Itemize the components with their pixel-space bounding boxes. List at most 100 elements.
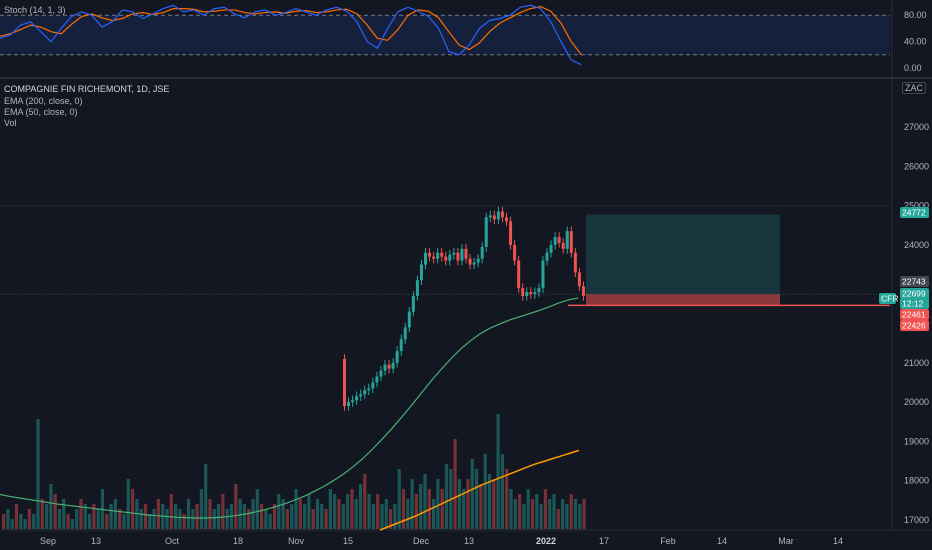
volume-bar xyxy=(561,499,565,529)
volume-bar xyxy=(204,464,208,529)
volume-bar xyxy=(36,419,40,529)
time-tick-label: Oct xyxy=(165,536,180,546)
volume-bar xyxy=(419,484,423,529)
volume-bar xyxy=(371,504,375,529)
volume-bar xyxy=(432,499,436,529)
candle-body xyxy=(480,246,484,259)
candle-body xyxy=(371,382,375,389)
volume-legend[interactable]: Vol xyxy=(4,118,17,128)
volume-bar xyxy=(582,499,586,529)
volume-bar xyxy=(53,494,57,529)
candle-body xyxy=(476,258,480,263)
volume-bar xyxy=(251,499,255,529)
volume-bar xyxy=(92,504,96,529)
volume-bar xyxy=(315,499,320,529)
candle-body xyxy=(387,364,391,369)
volume-bar xyxy=(513,499,517,529)
volume-bar xyxy=(505,469,509,529)
candle-body xyxy=(573,252,577,273)
volume-bar xyxy=(174,504,178,529)
volume-bar xyxy=(96,509,100,529)
ema200-legend[interactable]: EMA (200, close, 0) xyxy=(4,96,83,106)
price-tick-label: 18000 xyxy=(904,476,929,486)
volume-bar xyxy=(32,514,36,529)
time-tick-label: 2022 xyxy=(536,536,556,546)
volume-bar xyxy=(350,489,354,529)
volume-bar xyxy=(75,509,79,529)
candle-body xyxy=(367,388,371,391)
volume-bar xyxy=(466,479,470,529)
volume-bar xyxy=(380,504,384,529)
volume-bar xyxy=(247,509,251,529)
volume-bar xyxy=(19,514,23,529)
candle-body xyxy=(529,292,533,295)
volume-bar xyxy=(49,484,53,529)
volume-bar xyxy=(470,459,474,529)
candle-body xyxy=(464,248,468,259)
price-tick-label: 20000 xyxy=(904,397,929,407)
ema50-legend[interactable]: EMA (50, close, 0) xyxy=(4,107,78,117)
volume-bar xyxy=(186,499,191,529)
price-badge xyxy=(900,276,929,287)
volume-bar xyxy=(88,514,92,529)
volume-bar xyxy=(118,509,122,529)
volume-bar xyxy=(509,489,513,529)
candle-body xyxy=(355,396,359,401)
candle-body xyxy=(500,211,504,218)
time-tick-label: 17 xyxy=(599,536,609,546)
volume-bar xyxy=(66,514,70,529)
volume-bar xyxy=(492,479,496,529)
volume-bar xyxy=(440,489,444,529)
volume-bar xyxy=(208,499,212,529)
volume-bar xyxy=(384,499,388,529)
candle-body xyxy=(577,272,581,287)
volume-bar xyxy=(294,489,298,529)
candle-body xyxy=(428,252,432,257)
volume-bar xyxy=(328,489,332,529)
volume-bar xyxy=(105,514,109,529)
volume-bar xyxy=(423,474,427,529)
volume-bar xyxy=(126,479,130,529)
stoch-band xyxy=(0,15,890,55)
volume-bar xyxy=(178,509,182,529)
volume-bar xyxy=(401,489,406,529)
candle-body xyxy=(509,221,513,245)
time-tick-label: 18 xyxy=(233,536,243,546)
volume-bar xyxy=(268,514,272,529)
volume-bar xyxy=(552,494,556,529)
candle-body xyxy=(517,260,521,289)
volume-bar xyxy=(122,514,126,529)
candle-body xyxy=(403,327,407,340)
volume-bar xyxy=(453,439,457,529)
candle-body xyxy=(460,248,464,261)
ema50-line xyxy=(0,297,579,519)
volume-bar xyxy=(543,489,547,529)
volume-bar xyxy=(337,499,341,529)
volume-bar xyxy=(518,494,522,529)
time-tick-label: Mar xyxy=(778,536,794,546)
volume-bar xyxy=(539,504,543,529)
price-badge-label: 22426 xyxy=(902,321,926,331)
price-badge-label: 22699 xyxy=(902,289,926,299)
volume-bar xyxy=(414,494,418,529)
volume-bar xyxy=(496,414,500,529)
price-badge xyxy=(900,288,929,299)
volume-bar xyxy=(131,489,135,529)
candle-body xyxy=(549,244,553,253)
volume-bar xyxy=(199,489,203,529)
volume-bar xyxy=(320,504,324,529)
currency-label[interactable]: ZAC xyxy=(902,82,926,94)
candle-body xyxy=(545,252,549,261)
price-tick-label: 24000 xyxy=(904,240,929,250)
volume-bar xyxy=(212,509,216,529)
candle-body xyxy=(407,311,411,328)
volume-bar xyxy=(462,489,466,529)
volume-bar xyxy=(406,499,410,529)
volume-bar xyxy=(530,499,535,529)
candle-body xyxy=(488,215,492,218)
symbol-title[interactable]: COMPAGNIE FIN RICHEMONT, 1D, JSE xyxy=(4,84,170,94)
volume-bar xyxy=(195,504,199,529)
volume-bar xyxy=(221,494,225,529)
candle-body xyxy=(343,358,346,407)
